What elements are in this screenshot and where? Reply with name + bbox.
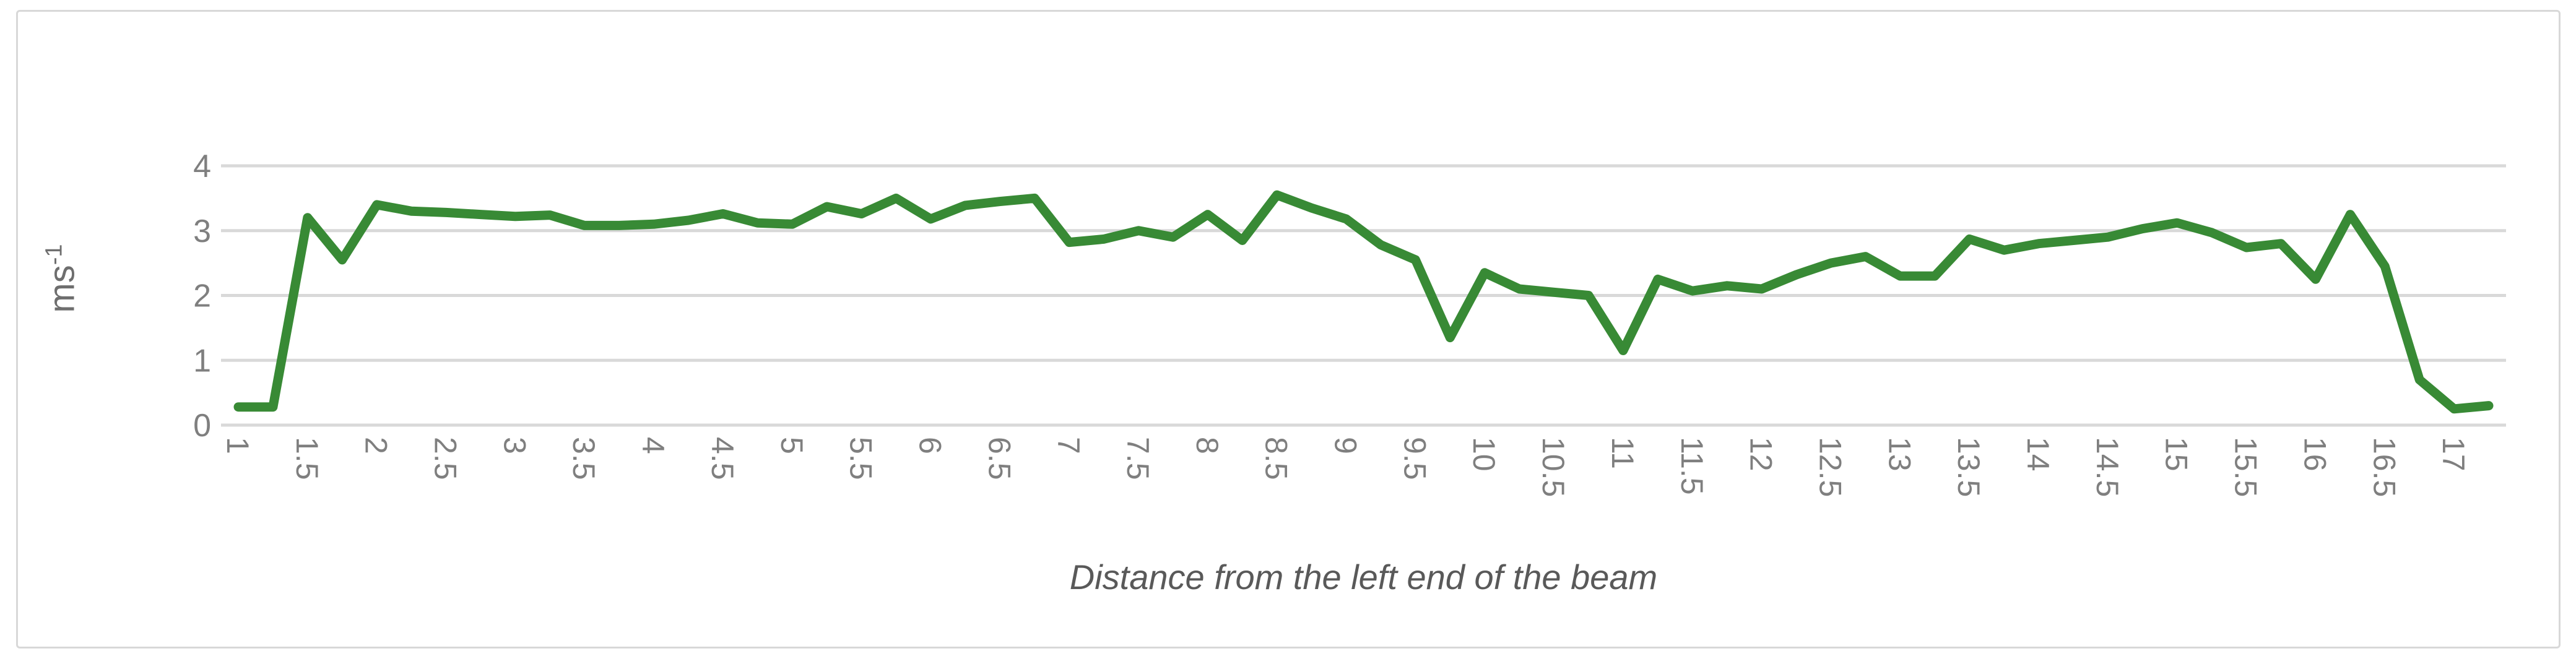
x-tick-label-group: 17 [2436,437,2471,472]
x-tick-label-group: 5 [774,437,809,454]
x-tick-label: 8.5 [1259,437,1294,480]
x-tick-label: 13 [1882,437,1917,472]
x-tick-label: 11.5 [1675,437,1709,495]
x-tick-label: 4.5 [705,437,740,480]
x-tick-label-group: 13 [1882,437,1917,472]
x-tick-label: 5.5 [844,437,878,480]
x-tick-label-group: 8.5 [1259,437,1294,480]
chart-outer-border [16,10,2561,648]
x-tick-label-group: 11 [1605,437,1640,469]
x-tick-label-group: 10.5 [1536,437,1571,497]
x-tick-label: 10.5 [1536,437,1571,497]
x-axis-title: Distance from the left end of the beam [1069,558,1658,597]
y-tick-label: 0 [193,408,211,444]
x-tick-label-group: 2 [359,437,394,454]
x-tick-label-group: 16 [2297,437,2332,472]
x-tick-label: 14 [2021,437,2055,472]
x-tick-label: 5 [774,437,809,454]
x-tick-label: 4 [636,437,670,454]
x-tick-label-group: 9 [1329,437,1363,454]
x-tick-label-group: 14 [2021,437,2055,472]
x-tick-label: 6.5 [982,437,1017,480]
x-tick-label-group: 6 [913,437,947,454]
x-tick-label: 6 [913,437,947,454]
x-tick-label: 7.5 [1121,437,1155,480]
x-tick-label: 13.5 [1951,437,1986,497]
x-tick-label: 7 [1051,437,1086,454]
x-tick-label-group: 12.5 [1813,437,1847,497]
y-tick-label: 3 [193,213,211,249]
x-tick-label-group: 8 [1190,437,1225,454]
x-tick-label-group: 16.5 [2367,437,2401,497]
x-tick-label-group: 2.5 [428,437,463,480]
x-tick-label-group: 9.5 [1397,437,1432,480]
x-tick-label: 12.5 [1813,437,1847,497]
x-tick-label-group: 1.5 [290,437,324,480]
x-tick-label-group: 6.5 [982,437,1017,480]
x-tick-label-group: 11.5 [1675,437,1709,495]
x-tick-label: 1.5 [290,437,324,480]
x-tick-label-group: 10 [1467,437,1501,472]
x-tick-label: 9 [1329,437,1363,454]
x-tick-label-group: 3.5 [566,437,601,480]
x-tick-label-group: 5.5 [844,437,878,480]
x-tick-label: 3 [497,437,532,454]
x-tick-label: 2.5 [428,437,463,480]
x-tick-label: 2 [359,437,394,454]
x-tick-label-group: 3 [497,437,532,454]
x-tick-label-group: 4 [636,437,670,454]
x-tick-label: 11 [1605,437,1640,469]
velocity-data-line [233,190,2494,414]
x-tick-label-group: 1 [220,437,255,454]
x-tick-label-group: 15 [2159,437,2194,472]
x-tick-label: 10 [1467,437,1501,472]
x-tick-label: 14.5 [2090,437,2125,497]
x-tick-label: 9.5 [1397,437,1432,480]
x-tick-label-group: 15.5 [2229,437,2263,497]
y-tick-label: 2 [193,278,211,314]
x-tick-label: 8 [1190,437,1225,454]
x-tick-label-group: 13.5 [1951,437,1986,497]
y-tick-label: 4 [193,149,211,184]
x-tick-label: 16.5 [2367,437,2401,497]
x-tick-label: 15 [2159,437,2194,472]
x-tick-label: 3.5 [566,437,601,480]
y-axis-title-text: ms-1 [41,244,82,313]
x-tick-label: 1 [220,437,255,454]
y-tick-label: 1 [193,343,211,379]
x-tick-label: 15.5 [2229,437,2263,497]
x-tick-label: 12 [1744,437,1779,472]
x-tick-label: 16 [2297,437,2332,472]
x-tick-label-group: 4.5 [705,437,740,480]
x-tick-label: 17 [2436,437,2471,472]
x-tick-label-group: 7 [1051,437,1086,454]
x-tick-label-group: 7.5 [1121,437,1155,480]
x-tick-label-group: 14.5 [2090,437,2125,497]
x-tick-label-group: 12 [1744,437,1779,472]
